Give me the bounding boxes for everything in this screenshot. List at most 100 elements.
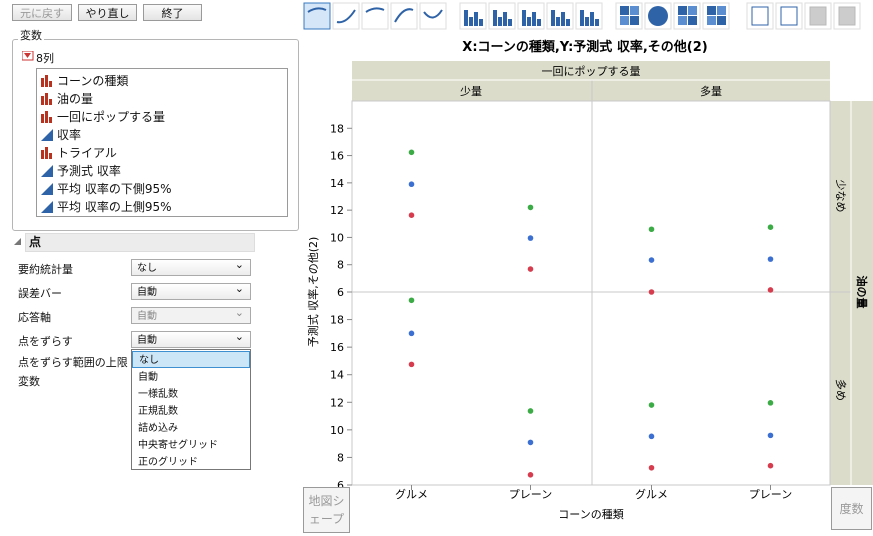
graph-type-icon[interactable] [775, 2, 803, 30]
icon-glyph [751, 6, 769, 26]
point [767, 432, 774, 439]
graph-type-icon[interactable] [332, 2, 360, 30]
y-tick-label: 14 [330, 177, 344, 190]
y-tick-label: 12 [330, 204, 344, 217]
column-name: 平均 収率の上側95% [57, 200, 172, 214]
map-shape-zone[interactable]: 地図シェープ [303, 487, 350, 533]
dropdown-item[interactable]: 正規乱数 [138, 406, 178, 417]
icon-glyph [780, 6, 798, 26]
y-tick-label: 6 [337, 479, 344, 492]
y-axis-label: 予測式 収率,その他(2) [306, 237, 320, 348]
point [408, 181, 415, 188]
column-item[interactable]: 平均 収率の上側95% [41, 198, 172, 216]
graph-type-icon[interactable] [746, 2, 774, 30]
dropdown-item[interactable]: 中央寄せグリッド [138, 440, 218, 451]
x-tick-label: グルメ [395, 487, 428, 501]
option-label: 応答軸 [18, 311, 51, 324]
graph-type-icon[interactable] [361, 2, 389, 30]
column-item[interactable]: 油の量 [41, 90, 93, 108]
icon-glyph [498, 17, 502, 26]
point [648, 402, 655, 408]
toolbar-button[interactable]: やり直し [78, 4, 137, 21]
y-tick-label: 10 [330, 231, 344, 244]
column-item[interactable]: コーンの種類 [41, 72, 128, 90]
column-header-band [352, 61, 830, 101]
column-name: 一回にポップする量 [57, 110, 166, 124]
option-select: 自動 [131, 304, 251, 324]
column-item[interactable]: 平均 収率の下側95% [41, 180, 172, 198]
graph-type-icon[interactable] [673, 2, 701, 30]
icon-glyph [537, 19, 541, 26]
graph-type-icon[interactable] [459, 2, 487, 30]
icon-glyph [423, 9, 443, 19]
graph-type-icon[interactable] [702, 2, 730, 30]
dropdown-item[interactable]: なし [132, 351, 250, 368]
option-select[interactable]: 自動 [131, 328, 251, 348]
graph-type-icon[interactable] [644, 2, 672, 30]
point [408, 212, 415, 218]
column-item[interactable]: トライアル [41, 144, 117, 162]
point [527, 408, 534, 414]
dropdown-item[interactable]: 詰め込み [138, 423, 178, 434]
freq-zone[interactable]: 度数 [831, 487, 872, 530]
icon-glyph [580, 10, 584, 26]
icon-glyph [688, 6, 697, 15]
graph-type-icon[interactable] [488, 2, 516, 30]
column-group-label: 一回にポップする量 [542, 65, 641, 78]
icon-glyph [648, 6, 668, 26]
y-tick-label: 16 [330, 341, 344, 354]
icon-frame [303, 2, 331, 30]
toolbar-button[interactable]: 元に戻す [12, 4, 72, 21]
graph-type-icon[interactable] [833, 2, 861, 30]
graph-type-icon[interactable] [303, 2, 331, 30]
column-header: 少量 [460, 85, 482, 98]
dropdown-list: なし自動一様乱数正規乱数詰め込み中央寄せグリッド 正のグリッド [131, 349, 251, 470]
points-section-header[interactable]: 点 [25, 233, 255, 252]
icon-glyph [707, 16, 716, 25]
icon-glyph [469, 17, 473, 26]
option-select[interactable]: 自動 [131, 280, 251, 300]
column-name: 予測式 収率 [57, 164, 121, 178]
icon-glyph [394, 8, 414, 23]
column-item[interactable]: 収率 [41, 126, 81, 144]
dropdown-item[interactable]: 自動 [138, 372, 158, 383]
icon-glyph [479, 19, 483, 26]
graph-type-icon[interactable] [575, 2, 603, 30]
dropdown-item[interactable]: 一様乱数 [138, 389, 178, 400]
y-tick-label: 8 [337, 259, 344, 272]
graph-type-icon[interactable] [517, 2, 545, 30]
point [408, 149, 415, 156]
point [527, 471, 534, 478]
section-toggle[interactable] [13, 237, 23, 247]
column-item[interactable]: 予測式 収率 [41, 162, 121, 180]
point [767, 400, 774, 406]
graph-type-icon[interactable] [615, 2, 643, 30]
row-header: 多め [834, 379, 848, 401]
column-name: 収率 [57, 128, 82, 142]
icon-glyph [678, 16, 687, 25]
toolbar-button[interactable]: 終了 [143, 4, 202, 21]
dropdown-item[interactable]: 正のグリッド [138, 457, 198, 468]
y-tick-label: 12 [330, 396, 344, 409]
icon-glyph [838, 6, 856, 26]
y-tick-label: 14 [330, 369, 344, 382]
icon-glyph [474, 12, 478, 26]
option-select[interactable]: なし [131, 256, 251, 276]
y-tick-label: 10 [330, 424, 344, 437]
point [648, 433, 655, 440]
collapse-toggle[interactable] [22, 51, 34, 61]
graph-type-icon[interactable] [390, 2, 418, 30]
icon-glyph [620, 6, 629, 15]
plot-area [351, 100, 831, 486]
column-count: 8列 [36, 52, 54, 65]
point [408, 361, 415, 368]
graph-type-icon[interactable] [804, 2, 832, 30]
icon-glyph [556, 17, 560, 26]
graph-type-icon[interactable] [546, 2, 574, 30]
chart-title: X:コーンの種類,Y:予測式 収率,その他(2) [462, 39, 707, 55]
graph-type-icon[interactable] [419, 2, 447, 30]
column-item[interactable]: 一回にポップする量 [41, 108, 165, 126]
variables-panel [12, 39, 299, 231]
icon-glyph [620, 16, 629, 25]
